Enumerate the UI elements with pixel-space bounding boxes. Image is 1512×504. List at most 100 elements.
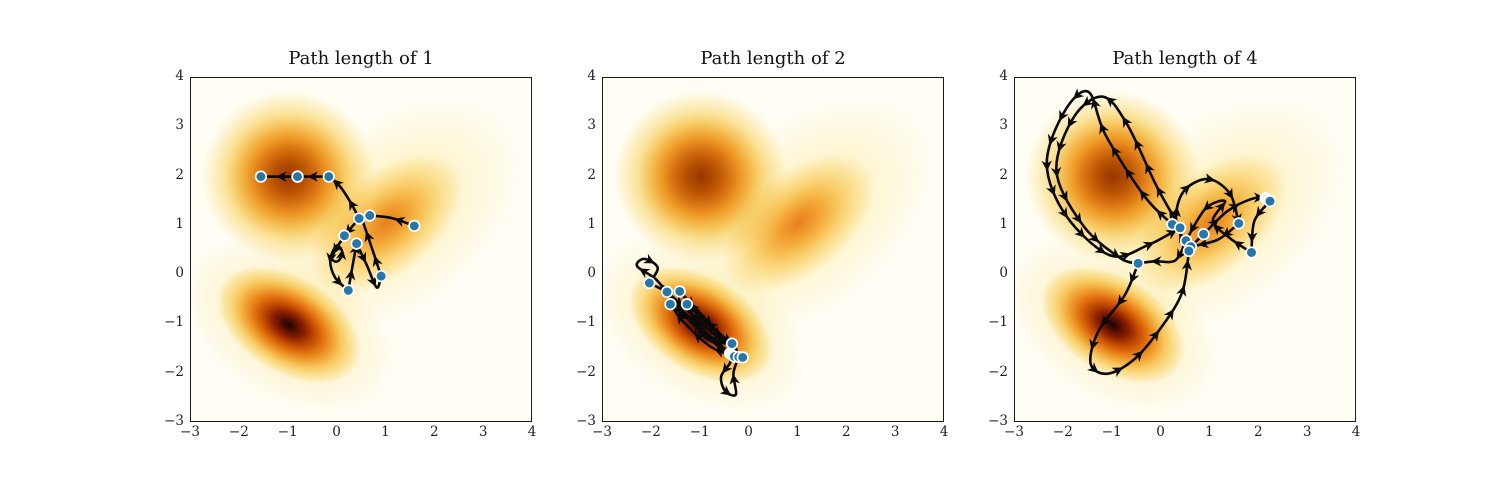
x-tick-label: 4 bbox=[1351, 424, 1361, 440]
trajectory-arrow bbox=[1072, 88, 1085, 100]
trajectory-arrow bbox=[1203, 200, 1215, 211]
trajectory-arrow bbox=[1119, 251, 1131, 262]
sample-point bbox=[736, 351, 749, 364]
trajectory-arrow bbox=[1074, 226, 1086, 238]
sample-point bbox=[1197, 228, 1210, 241]
trajectory-arrow bbox=[1101, 314, 1112, 327]
trajectory-arrow bbox=[1082, 95, 1094, 107]
sample-point bbox=[254, 170, 268, 183]
y-tick-label: 0 bbox=[999, 265, 1008, 282]
trajectory-arrow bbox=[333, 242, 343, 254]
trajectory-arrow bbox=[1041, 160, 1052, 172]
trajectory-arrow bbox=[1067, 116, 1078, 128]
trajectory-arrow bbox=[276, 171, 287, 182]
trajectory-arrow bbox=[1176, 285, 1187, 297]
trajectory-arrow bbox=[1125, 168, 1136, 180]
trajectory-arrow bbox=[1222, 226, 1234, 238]
trajectory-arrow bbox=[691, 308, 703, 320]
trajectory-arrow bbox=[709, 326, 721, 338]
sample-point bbox=[1173, 221, 1187, 234]
trajectory-arrow bbox=[1165, 229, 1177, 240]
x-tick-label: 2 bbox=[1253, 424, 1263, 440]
trajectory-svg bbox=[254, 170, 421, 297]
trajectory-arrow bbox=[1163, 309, 1174, 321]
trajectory-arrow bbox=[1087, 362, 1099, 373]
x-tick-label: 2 bbox=[429, 424, 439, 440]
y-tick-label: 2 bbox=[175, 166, 184, 183]
trajectory-arrow bbox=[1099, 122, 1110, 135]
sample-point bbox=[725, 337, 739, 350]
plot-area bbox=[190, 77, 532, 422]
trajectory-arrow bbox=[366, 275, 377, 287]
sample-point bbox=[338, 229, 351, 242]
y-tick-label: 3 bbox=[999, 117, 1008, 134]
trajectory-arrow bbox=[694, 332, 706, 344]
y-tick-label: −3 bbox=[988, 413, 1008, 429]
trajectory-arrow bbox=[345, 269, 356, 281]
trajectory-arrow bbox=[1253, 192, 1265, 203]
trajectory-arrow bbox=[1139, 189, 1151, 202]
trajectory-arrow bbox=[1176, 248, 1187, 260]
sample-point bbox=[408, 219, 421, 233]
sample-point bbox=[1245, 246, 1258, 259]
y-tick-label: 0 bbox=[587, 265, 596, 282]
sample-point bbox=[374, 269, 388, 283]
trajectory-arrow bbox=[331, 274, 343, 286]
trajectory-arrow bbox=[356, 251, 367, 264]
y-tick-label: −1 bbox=[164, 314, 184, 331]
sample-point bbox=[1182, 244, 1196, 258]
trajectory-arrow bbox=[1156, 186, 1167, 199]
trajectory-arrow bbox=[694, 321, 705, 334]
trajectory-arrow bbox=[348, 199, 359, 212]
trajectory-arrow bbox=[1134, 139, 1145, 151]
x-tick-label: 4 bbox=[527, 424, 537, 440]
trajectory-arrow bbox=[1117, 294, 1128, 306]
trajectory-arrow bbox=[1247, 232, 1258, 243]
trajectory-arrow bbox=[638, 268, 651, 279]
trajectory-arrow bbox=[1050, 166, 1062, 178]
trajectory-arrow bbox=[1203, 173, 1216, 184]
y-tick-label: −3 bbox=[164, 413, 184, 429]
y-tick-label: 1 bbox=[175, 215, 184, 232]
sample-point bbox=[1263, 195, 1277, 208]
trajectory-arrow bbox=[1089, 338, 1100, 351]
trajectory-path bbox=[1184, 199, 1253, 254]
x-tick-label: −3 bbox=[1004, 424, 1024, 440]
y-tick-label: −3 bbox=[576, 413, 596, 429]
x-tick-label: 1 bbox=[381, 424, 390, 440]
trajectory-arrow bbox=[1090, 98, 1101, 110]
y-tick-label: −2 bbox=[576, 363, 596, 380]
trajectory-arrow bbox=[1059, 109, 1069, 122]
trajectory-arrow bbox=[1145, 162, 1155, 175]
sample-point bbox=[664, 298, 677, 311]
sample-point bbox=[1131, 257, 1145, 270]
sample-point bbox=[643, 276, 656, 290]
y-tick-label: 3 bbox=[587, 117, 596, 134]
sample-point bbox=[291, 170, 304, 183]
trajectory-arrow bbox=[1142, 241, 1155, 252]
y-tick-label: −1 bbox=[576, 314, 596, 331]
trajectory-arrow bbox=[1181, 259, 1192, 271]
trajectory-arrow bbox=[729, 373, 740, 385]
plot-area bbox=[1014, 77, 1356, 422]
trajectory-arrow bbox=[1223, 187, 1234, 200]
x-tick-label: 3 bbox=[1302, 424, 1312, 440]
trajectory-arrow bbox=[326, 252, 337, 264]
x-tick-label: 0 bbox=[744, 424, 753, 440]
y-tick-label: 2 bbox=[587, 166, 596, 183]
trajectory-arrow bbox=[690, 312, 703, 324]
sample-point bbox=[673, 285, 686, 298]
trajectory-arrow bbox=[1214, 202, 1226, 214]
trajectory-arrow bbox=[1131, 350, 1143, 362]
x-tick-label: 0 bbox=[332, 424, 341, 440]
trajectory-path bbox=[355, 242, 383, 289]
trajectory-arrow bbox=[1071, 211, 1082, 224]
trajectory-svg bbox=[1041, 88, 1277, 377]
y-tick-label: −2 bbox=[988, 363, 1008, 380]
trajectory-path bbox=[327, 175, 361, 220]
trajectory-arrow bbox=[1108, 247, 1121, 259]
trajectory-arrow bbox=[714, 341, 726, 353]
x-tick-label: 1 bbox=[1205, 424, 1214, 440]
subplot-title: Path length of 1 bbox=[288, 48, 434, 69]
